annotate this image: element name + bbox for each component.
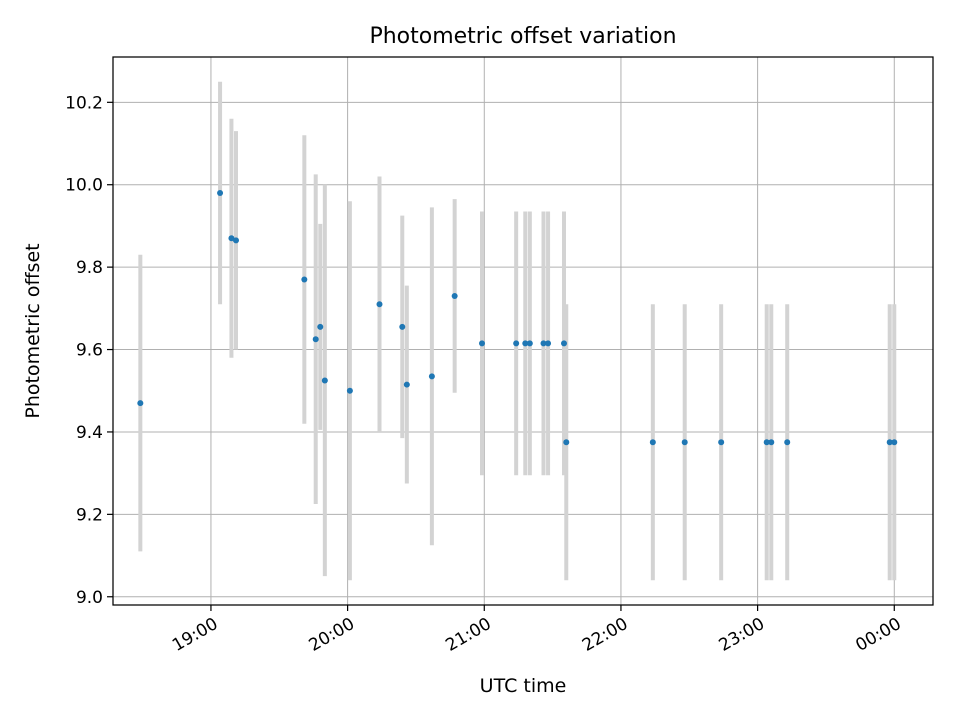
data-point (217, 189, 224, 196)
y-axis-ticks: 9.0 9.2 9.4 9.6 9.8 10.0 10.2 (65, 93, 113, 608)
data-point (228, 235, 235, 242)
data-point (526, 340, 533, 347)
data-point (563, 439, 570, 446)
data-point (403, 381, 410, 388)
data-point (233, 237, 239, 244)
data-point (137, 400, 144, 407)
y-tick-label: 9.2 (76, 505, 103, 525)
data-point (545, 340, 552, 347)
y-tick-label: 9.6 (76, 341, 103, 361)
grid-lines (113, 57, 933, 605)
data-point (768, 439, 775, 446)
y-tick-label: 9.4 (76, 423, 103, 443)
data-point (540, 340, 547, 347)
data-point (891, 439, 898, 446)
data-point (649, 439, 656, 446)
data-point (763, 439, 770, 446)
data-point (399, 323, 406, 330)
data-point (886, 439, 893, 446)
y-tick-label: 9.0 (76, 588, 103, 608)
data-point (479, 340, 485, 347)
data-points (137, 189, 898, 446)
data-point (428, 373, 435, 380)
chart-title: Photometric offset variation (369, 24, 676, 49)
data-point (301, 276, 308, 283)
data-point (321, 377, 328, 384)
data-point (784, 439, 791, 446)
data-point (317, 323, 324, 330)
y-tick-label: 9.8 (76, 258, 103, 278)
x-axis-label: UTC time (480, 675, 567, 697)
data-point (451, 292, 458, 299)
y-tick-label: 10.2 (65, 93, 103, 113)
plot-area-frame (112, 56, 934, 606)
data-point (522, 340, 529, 347)
y-axis-label: Photometric offset (22, 243, 44, 418)
data-point (346, 387, 353, 394)
data-point (681, 439, 688, 446)
data-point (561, 340, 567, 347)
data-point (718, 439, 725, 446)
data-point (376, 301, 383, 308)
data-point (312, 336, 319, 343)
y-tick-label: 10.0 (65, 176, 103, 196)
data-point (513, 340, 520, 347)
